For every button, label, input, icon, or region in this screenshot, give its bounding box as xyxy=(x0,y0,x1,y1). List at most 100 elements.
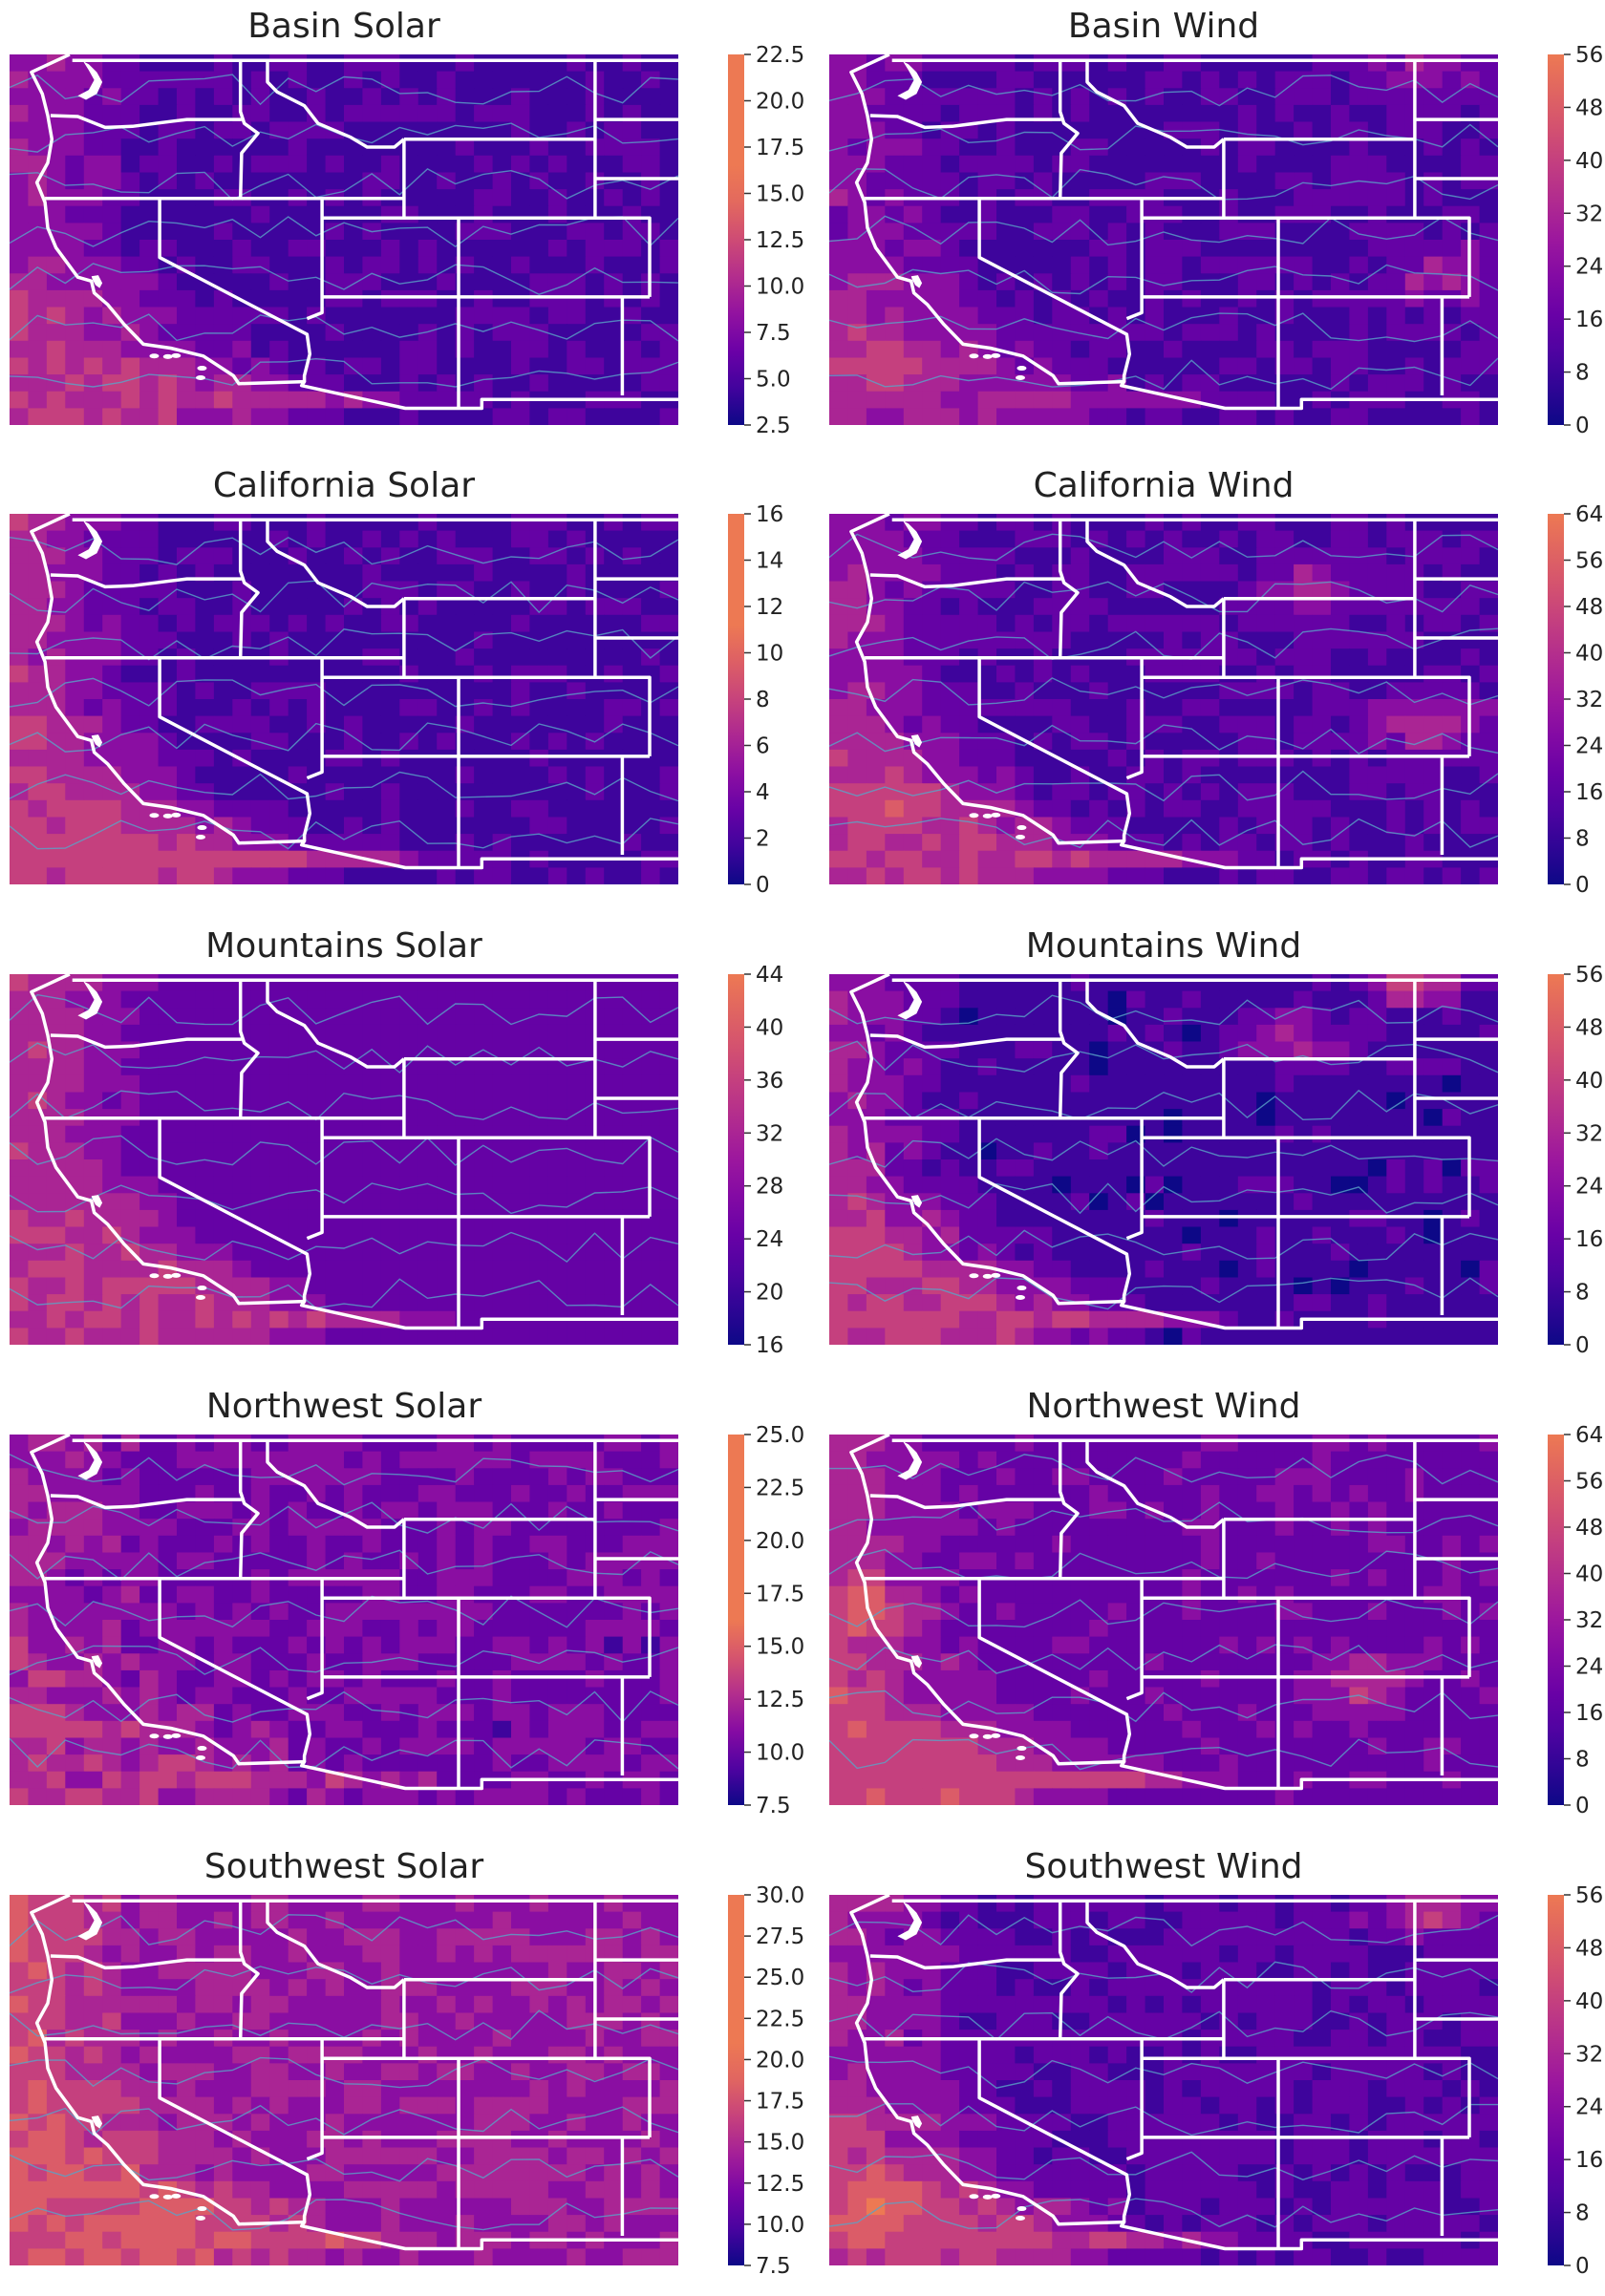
colorbar-tick-label: 32 xyxy=(1575,688,1603,712)
heat-field xyxy=(829,1895,1499,2266)
colorbar-tick-label: 0 xyxy=(1575,873,1590,898)
channel-island xyxy=(196,2216,205,2221)
colorbar-tick-label: 25.0 xyxy=(756,1423,804,1448)
channel-island xyxy=(991,1733,1000,1738)
colorbar-tick-label: 40 xyxy=(1575,1563,1603,1587)
channel-island xyxy=(171,2194,181,2199)
channel-island xyxy=(969,353,978,358)
channel-island xyxy=(163,1734,173,1739)
panel-title: Basin Wind xyxy=(1068,7,1259,46)
colorbar-gradient xyxy=(1548,514,1564,884)
colorbar-tick-label: 17.5 xyxy=(756,1582,804,1606)
colorbar-tick-label: 24 xyxy=(1575,1655,1603,1680)
colorbar-gradient xyxy=(728,1895,744,2265)
channel-island xyxy=(1016,1746,1026,1751)
heat-field xyxy=(10,54,679,426)
colorbar-tick-label: 5.0 xyxy=(756,368,791,393)
channel-island xyxy=(171,1273,181,1278)
colorbar-tick-label: 7.5 xyxy=(756,2254,791,2279)
channel-island xyxy=(1016,2216,1025,2221)
colorbar-tick-label: 24 xyxy=(1575,734,1603,759)
colorbar-tick-label: 24 xyxy=(1575,255,1603,280)
channel-island xyxy=(1016,1295,1025,1300)
channel-island xyxy=(1016,1755,1025,1760)
colorbar-tick-label: 20.0 xyxy=(756,2048,804,2073)
channel-island xyxy=(969,1273,978,1278)
colorbar-tick-label: 0 xyxy=(1575,1333,1590,1358)
channel-island xyxy=(1016,375,1025,380)
colorbar-tick-label: 40 xyxy=(756,1015,783,1040)
colorbar-tick-label: 14 xyxy=(756,549,783,574)
colorbar-tick-label: 24 xyxy=(1575,1175,1603,1200)
channel-island xyxy=(991,813,1000,818)
colorbar-tick-label: 56 xyxy=(1575,549,1603,574)
channel-island xyxy=(197,1286,206,1290)
channel-island xyxy=(969,2194,978,2199)
panel-title: Southwest Wind xyxy=(1024,1847,1302,1886)
map-panel: Basin Solar2.55.07.510.012.515.017.520.0… xyxy=(10,7,804,438)
channel-island xyxy=(196,1755,205,1760)
panel-title: Mountains Wind xyxy=(1026,926,1301,966)
colorbar-gradient xyxy=(1548,974,1564,1345)
colorbar-tick-label: 36 xyxy=(756,1069,783,1094)
map-panel: Southwest Solar7.510.012.515.017.520.022… xyxy=(10,1847,804,2279)
colorbar-tick-label: 17.5 xyxy=(756,136,804,160)
colorbar-tick-label: 8 xyxy=(1575,1748,1590,1773)
map-panel: Northwest Solar7.510.012.515.017.520.022… xyxy=(10,1387,804,1818)
channel-island xyxy=(1016,2206,1026,2211)
channel-island xyxy=(196,835,205,840)
colorbar-tick-label: 10.0 xyxy=(756,275,804,300)
colorbar-tick-label: 12.5 xyxy=(756,1688,804,1712)
channel-island xyxy=(163,814,173,818)
panel-title: California Solar xyxy=(213,466,475,505)
heat-field xyxy=(10,1435,679,1806)
channel-island xyxy=(197,366,206,371)
panel-title: Northwest Wind xyxy=(1026,1387,1300,1426)
colorbar-tick-label: 64 xyxy=(1575,1423,1603,1448)
colorbar-tick-label: 20.0 xyxy=(756,90,804,115)
colorbar-tick-label: 40 xyxy=(1575,1989,1603,2014)
colorbar-tick-label: 0 xyxy=(1575,2254,1590,2279)
channel-island xyxy=(163,2195,173,2200)
channel-island xyxy=(983,2195,993,2200)
panel-title: Southwest Solar xyxy=(204,1847,483,1886)
heat-field xyxy=(10,1895,679,2266)
channel-island xyxy=(197,825,206,830)
colorbar-tick-label: 28 xyxy=(756,1175,783,1200)
colorbar-tick-label: 16 xyxy=(1575,780,1603,805)
channel-island xyxy=(171,353,181,358)
channel-island xyxy=(196,375,205,380)
colorbar-gradient xyxy=(728,1435,744,1805)
channel-island xyxy=(149,2194,159,2199)
colorbar-gradient xyxy=(1548,1435,1564,1805)
colorbar-tick-label: 40 xyxy=(1575,642,1603,667)
colorbar-tick-label: 32 xyxy=(1575,2042,1603,2067)
panel-title: Basin Solar xyxy=(247,7,440,46)
panel-title: Northwest Solar xyxy=(206,1387,482,1426)
colorbar-tick-label: 15.0 xyxy=(756,1635,804,1660)
panel-title: California Wind xyxy=(1034,466,1295,505)
colorbar-tick-label: 56 xyxy=(1575,1470,1603,1495)
channel-island xyxy=(149,1273,159,1278)
channel-island xyxy=(991,1273,1000,1278)
colorbar-tick-label: 2 xyxy=(756,827,770,852)
channel-island xyxy=(171,1733,181,1738)
colorbar-tick-label: 0 xyxy=(1575,414,1590,438)
colorbar-tick-label: 12.5 xyxy=(756,2172,804,2197)
heat-field xyxy=(829,1435,1499,1806)
colorbar-gradient xyxy=(1548,1895,1564,2265)
colorbar-tick-label: 48 xyxy=(1575,96,1603,120)
heat-field xyxy=(829,54,1499,426)
colorbar-tick-label: 48 xyxy=(1575,1936,1603,1961)
colorbar-tick-label: 15.0 xyxy=(756,182,804,207)
colorbar-tick-label: 64 xyxy=(1575,502,1603,527)
colorbar-tick-label: 22.5 xyxy=(756,1476,804,1500)
colorbar-tick-label: 16 xyxy=(1575,1701,1603,1726)
